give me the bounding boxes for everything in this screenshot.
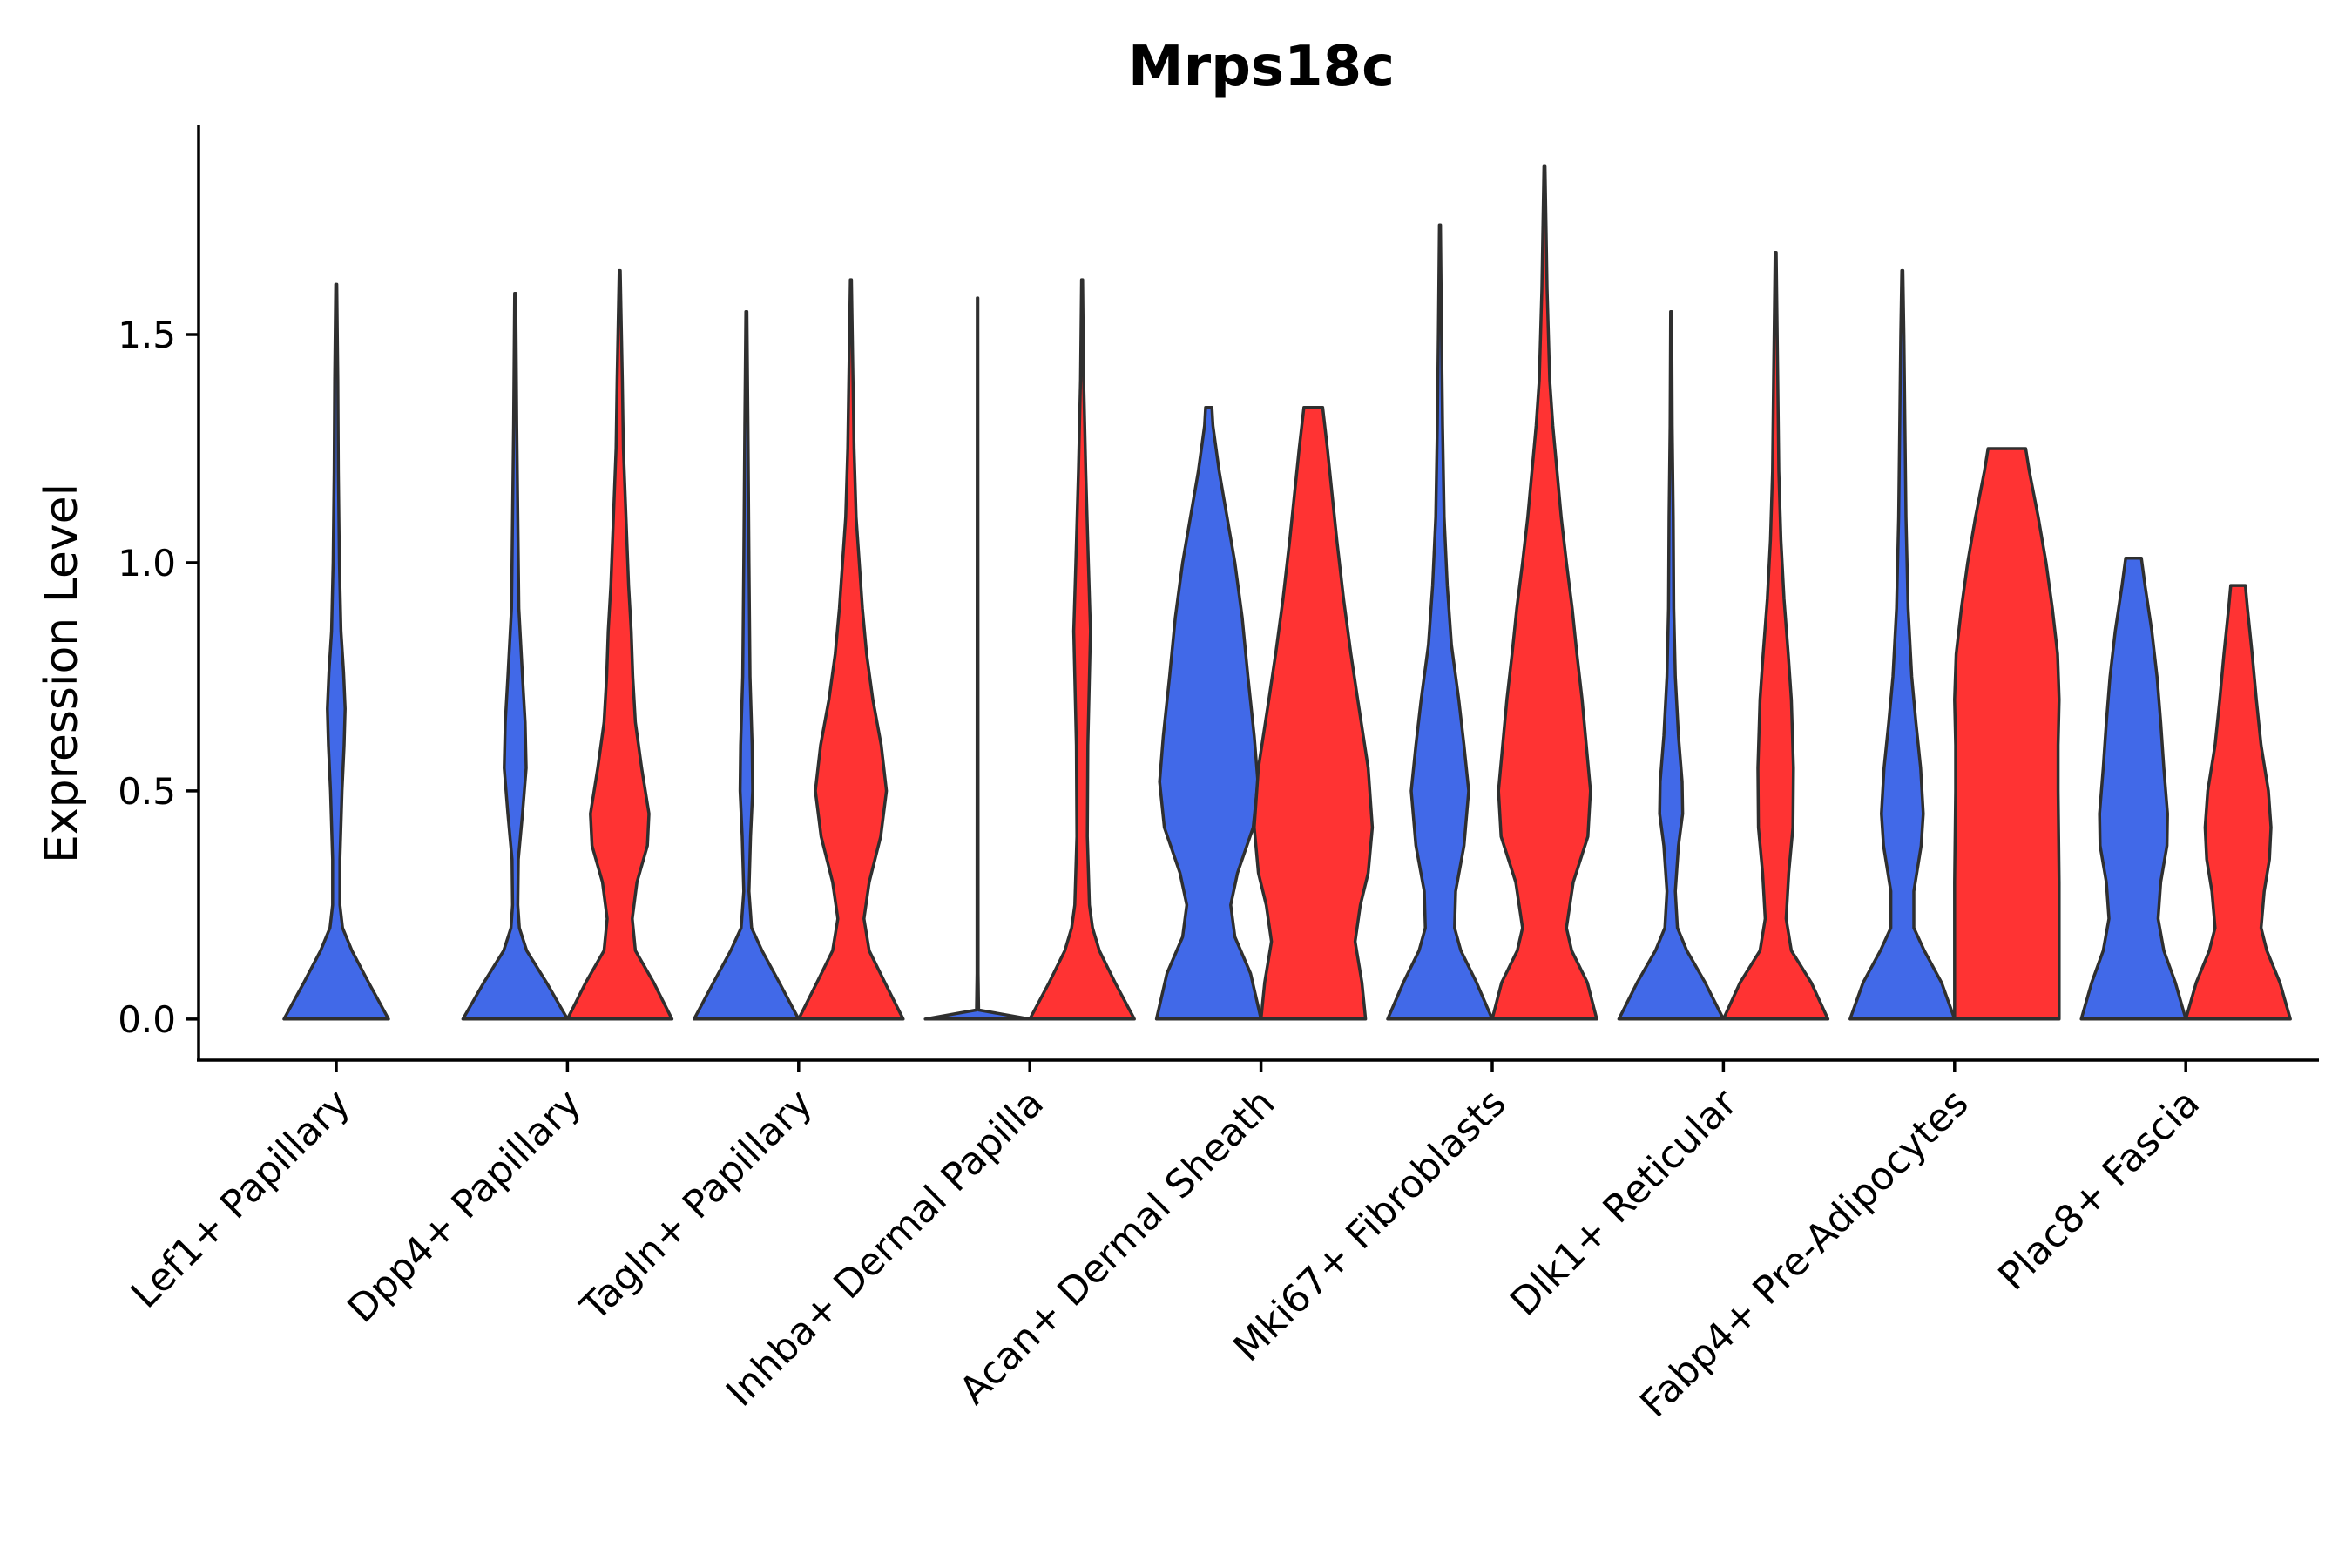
violin-fabp4-pre-adipocytes-group2 <box>1953 447 2061 1021</box>
violin-dpp4-papillary-group1 <box>461 292 570 1021</box>
x-tick-label-lef1-papillary: Lef1+ Papillary <box>123 1081 359 1317</box>
violin-fabp4-pre-adipocytes-group1 <box>1848 268 1957 1021</box>
y-tick-label: 1.5 <box>118 314 176 356</box>
violin-inhba-dermal-papilla-group1 <box>923 296 1031 1021</box>
violin-tagln-papillary-group2 <box>797 278 905 1021</box>
axes <box>197 125 2319 1062</box>
chart-title: Mrps18c <box>1128 35 1395 99</box>
x-tick-label-plac8-fascia: Plac8+ Fascia <box>1990 1081 2208 1300</box>
violin-dlk1-reticular-group2 <box>1721 250 1830 1021</box>
violin-plac8-fascia-group2 <box>2184 584 2292 1021</box>
y-axis-label: Expression Level <box>36 483 88 863</box>
y-ticks: 0.0 0.5 1.0 1.5 <box>118 314 199 1041</box>
violin-dlk1-reticular-group1 <box>1617 310 1726 1021</box>
y-tick-label: 1.0 <box>118 542 176 585</box>
x-tick-label-dlk1-reticular: Dlk1+ Reticular <box>1502 1080 1747 1325</box>
violin-plac8-fascia-group1 <box>2079 556 2187 1021</box>
violin-dpp4-papillary-group2 <box>565 268 674 1021</box>
x-tick-label-tagln-papillary: Tagln+ Papillary <box>571 1081 821 1330</box>
violin-layer <box>282 164 2292 1021</box>
violin-tagln-papillary-group1 <box>693 310 801 1021</box>
violin-mki67-fibroblasts-group2 <box>1490 164 1598 1021</box>
violin-acan-dermal-sheath-group1 <box>1154 406 1263 1021</box>
y-tick-label: 0.5 <box>118 770 176 813</box>
violin-mki67-fibroblasts-group1 <box>1386 223 1494 1021</box>
violin-inhba-dermal-papilla-group2 <box>1028 278 1136 1021</box>
violin-lef1-papillary-group1 <box>282 282 390 1021</box>
x-tick-label-dpp4-papillary: Dpp4+ Papillary <box>340 1081 591 1332</box>
violin-acan-dermal-sheath-group2 <box>1253 406 1375 1021</box>
y-tick-label: 0.0 <box>118 998 176 1041</box>
